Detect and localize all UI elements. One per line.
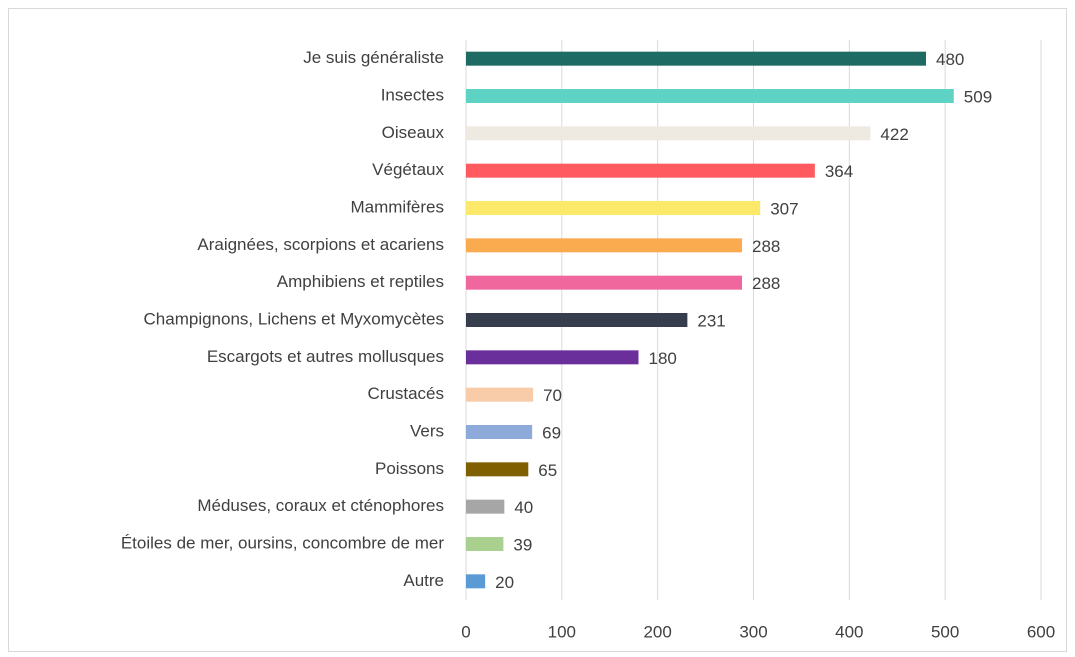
- data-label: 39: [513, 535, 532, 554]
- y-tick-label: Végétaux: [372, 160, 444, 179]
- bar: [466, 238, 742, 253]
- bar: [466, 163, 815, 178]
- y-tick-label: Poissons: [375, 459, 444, 478]
- y-tick-label: Araignées, scorpions et acariens: [197, 235, 444, 254]
- x-tick-label: 200: [643, 622, 671, 641]
- y-tick-label: Autre: [403, 571, 444, 590]
- x-tick-label: 0: [461, 622, 470, 641]
- bar: [466, 275, 742, 290]
- x-tick-label: 100: [548, 622, 576, 641]
- y-tick-label: Oiseaux: [382, 123, 445, 142]
- x-tick-label: 600: [1027, 622, 1055, 641]
- bar: [466, 51, 926, 66]
- y-tick-label: Étoiles de mer, oursins, concombre de me…: [121, 533, 444, 552]
- bar: [466, 350, 639, 365]
- data-label: 307: [770, 199, 798, 218]
- bar: [466, 313, 688, 327]
- data-label: 364: [825, 162, 853, 181]
- data-label: 422: [880, 125, 908, 144]
- data-label: 40: [514, 498, 533, 517]
- data-label: 180: [649, 349, 677, 368]
- bar: [466, 425, 533, 439]
- y-tick-label: Je suis généraliste: [303, 48, 444, 67]
- bar: [466, 499, 505, 514]
- data-label: 231: [697, 311, 725, 330]
- y-tick-label: Méduses, coraux et cténophores: [197, 496, 444, 515]
- y-tick-label: Insectes: [381, 85, 444, 104]
- bar: [466, 387, 534, 402]
- data-label: 70: [543, 386, 562, 405]
- y-tick-label: Mammifères: [350, 197, 444, 216]
- x-tick-label: 400: [835, 622, 863, 641]
- data-label: 69: [542, 423, 561, 442]
- bar: [466, 537, 504, 551]
- bar: [466, 574, 486, 589]
- data-label: 65: [538, 461, 557, 480]
- y-tick-label: Vers: [410, 421, 444, 440]
- data-label: 509: [964, 87, 992, 106]
- data-label: 20: [495, 573, 514, 592]
- bar: [466, 126, 871, 141]
- x-tick-label: 500: [931, 622, 959, 641]
- data-label: 288: [752, 237, 780, 256]
- data-label: 288: [752, 274, 780, 293]
- data-label: 480: [936, 50, 964, 69]
- bar: [466, 89, 954, 103]
- y-tick-label: Crustacés: [367, 384, 444, 403]
- y-tick-label: Amphibiens et reptiles: [277, 272, 444, 291]
- y-tick-label: Champignons, Lichens et Myxomycètes: [144, 309, 444, 328]
- chart-border: [8, 8, 1067, 652]
- bar: [466, 462, 529, 477]
- x-tick-label: 300: [739, 622, 767, 641]
- bar: [466, 201, 761, 215]
- y-tick-label: Escargots et autres mollusques: [207, 347, 444, 366]
